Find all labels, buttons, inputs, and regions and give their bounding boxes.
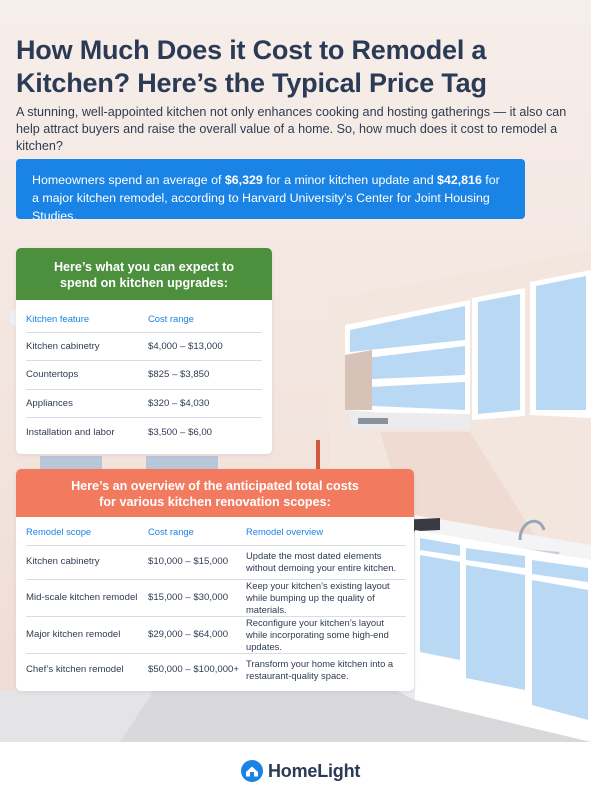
scope-cell: Kitchen cabinetry xyxy=(26,545,148,580)
callout-text-1: Homeowners spend an average of xyxy=(32,173,225,187)
callout-text-2: for a minor kitchen update and xyxy=(262,173,438,187)
cost-cell: $320 – $4,030 xyxy=(148,389,262,418)
upgrades-table: Kitchen feature Cost range Kitchen cabin… xyxy=(26,306,262,446)
table-row: Mid-scale kitchen remodel $15,000 – $30,… xyxy=(26,579,406,617)
table-header-row: Remodel scope Cost range Remodel overvie… xyxy=(26,519,406,546)
cost-cell: $15,000 – $30,000 xyxy=(148,579,246,617)
column-header-feature: Kitchen feature xyxy=(26,306,148,333)
cost-cell: $10,000 – $15,000 xyxy=(148,545,246,580)
overview-cell: Reconfigure your kitchen’s layout while … xyxy=(246,616,406,654)
column-header-scope: Remodel scope xyxy=(26,519,148,546)
column-header-cost: Cost range xyxy=(148,519,246,546)
callout-text-3: for a major kitchen remodel, according t… xyxy=(32,173,500,223)
overview-cell: Keep your kitchen’s existing layout whil… xyxy=(246,579,406,617)
upgrades-card: Here’s what you can expect to spend on k… xyxy=(16,248,272,454)
table-row: Major kitchen remodel $29,000 – $64,000 … xyxy=(26,616,406,654)
minor-cost-value: $6,329 xyxy=(224,173,263,187)
overview-cell: Transform your home kitchen into a resta… xyxy=(246,658,394,682)
table-header-row: Kitchen feature Cost range xyxy=(26,306,262,333)
cost-cell: $50,000 – $100,000+ xyxy=(148,664,239,676)
scope-cell: Mid-scale kitchen remodel xyxy=(26,579,148,617)
scopes-heading-line-1: Here’s an overview of the anticipated to… xyxy=(71,479,359,493)
feature-cell: Kitchen cabinetry xyxy=(26,332,148,361)
table-row: Appliances $320 – $4,030 xyxy=(26,389,262,418)
upgrades-card-heading: Here’s what you can expect to spend on k… xyxy=(16,248,272,300)
cost-cell: $3,500 – $6,00 xyxy=(148,426,213,438)
column-header-overview: Remodel overview xyxy=(246,519,406,546)
feature-cell: Countertops xyxy=(26,360,148,390)
table-row: Chef’s kitchen remodel $50,000 – $100,00… xyxy=(26,653,406,687)
table-row: Kitchen cabinetry $10,000 – $15,000 Upda… xyxy=(26,545,406,580)
upgrades-heading-line-2: spend on kitchen upgrades: xyxy=(60,276,228,290)
scope-cell: Major kitchen remodel xyxy=(26,616,148,654)
major-cost-value: $42,816 xyxy=(437,173,482,187)
cost-cell: $825 – $3,850 xyxy=(148,360,262,390)
cost-cell: $29,000 – $64,000 xyxy=(148,616,246,654)
footer xyxy=(0,742,591,800)
overview-cell: Update the most dated elements without d… xyxy=(246,545,406,580)
scopes-card: Here’s an overview of the anticipated to… xyxy=(16,469,414,691)
scopes-table: Remodel scope Cost range Remodel overvie… xyxy=(26,519,406,687)
scopes-card-heading: Here’s an overview of the anticipated to… xyxy=(16,469,414,517)
brand-logo[interactable]: HomeLight xyxy=(241,758,360,784)
homelight-logo-icon xyxy=(241,760,263,782)
feature-cell: Appliances xyxy=(26,389,148,418)
feature-cell: Installation and labor xyxy=(26,426,115,438)
intro-paragraph: A stunning, well-appointed kitchen not o… xyxy=(16,105,567,153)
scopes-heading-line-2: for various kitchen renovation scopes: xyxy=(99,495,331,509)
upgrades-heading-line-1: Here’s what you can expect to xyxy=(53,260,235,274)
scope-cell: Chef’s kitchen remodel xyxy=(26,664,124,676)
table-row: Installation and labor $3,500 – $6,00 xyxy=(26,418,262,447)
column-header-cost: Cost range xyxy=(148,306,262,333)
page-title: How Much Does it Cost to Remodel a Kitch… xyxy=(16,35,487,98)
table-row: Countertops $825 – $3,850 xyxy=(26,360,262,390)
table-row: Kitchen cabinetry $4,000 – $13,000 xyxy=(26,332,262,361)
brand-name: HomeLight xyxy=(268,760,361,781)
cost-cell: $4,000 – $13,000 xyxy=(148,332,262,361)
stat-callout: Homeowners spend an average of $6,329 fo… xyxy=(16,159,525,223)
